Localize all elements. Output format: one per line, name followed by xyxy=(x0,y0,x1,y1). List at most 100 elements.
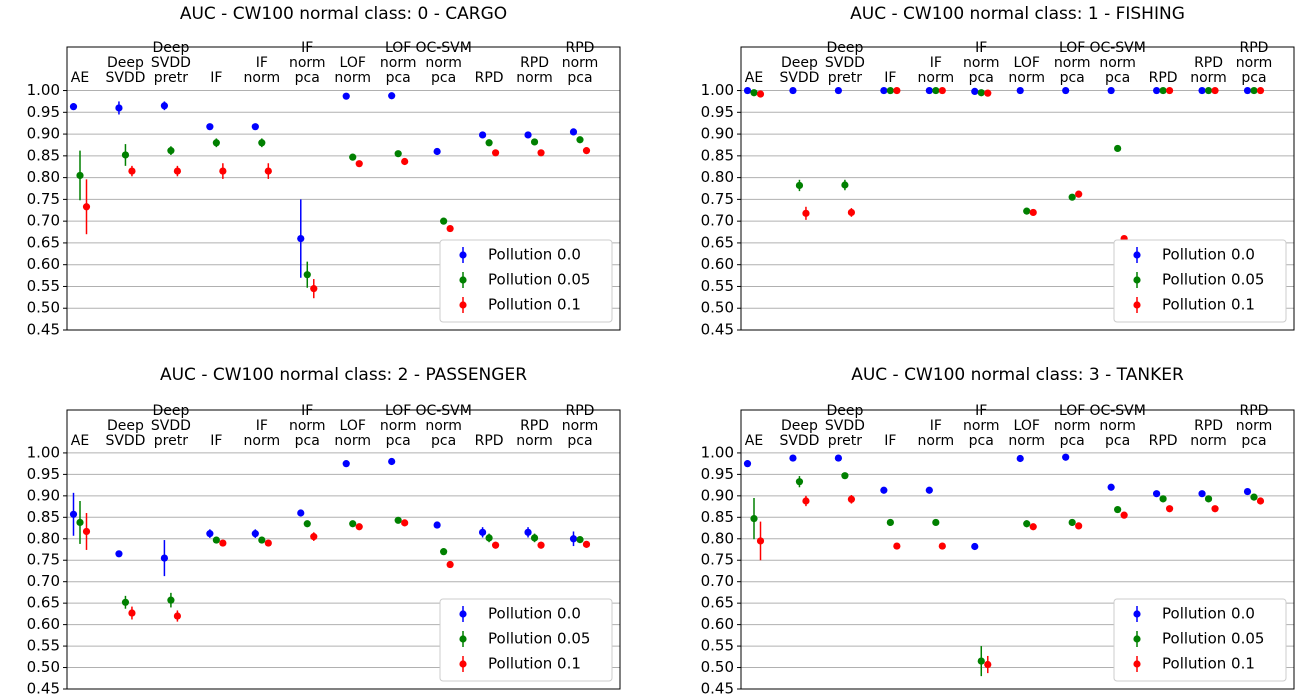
y-tick-label: 0.90 xyxy=(27,125,60,143)
category-label: IF norm xyxy=(918,55,955,86)
point xyxy=(1204,86,1213,95)
category-label: RPD xyxy=(1149,433,1178,449)
point xyxy=(971,542,979,551)
point xyxy=(971,87,979,96)
y-tick-label: 0.90 xyxy=(27,486,60,504)
point xyxy=(219,167,227,175)
point xyxy=(576,536,584,544)
point xyxy=(1243,487,1252,496)
point xyxy=(756,537,765,545)
point xyxy=(446,224,454,233)
point xyxy=(401,519,409,527)
point xyxy=(264,539,272,547)
y-tick-label: 0.75 xyxy=(27,190,60,208)
category-label: OC-SVM norm pca xyxy=(1089,40,1145,86)
point xyxy=(82,527,91,536)
legend-label: Pollution 0.05 xyxy=(1162,271,1264,289)
point xyxy=(433,147,441,156)
point xyxy=(258,536,266,544)
category-label: LOF norm xyxy=(1008,418,1045,449)
legend-label: Pollution 0.1 xyxy=(488,655,581,673)
y-tick-label: 0.70 xyxy=(27,212,60,230)
legend-label: Pollution 0.0 xyxy=(488,605,581,623)
point xyxy=(1211,505,1219,513)
legend-label: Pollution 0.0 xyxy=(1162,605,1255,623)
category-label: IF norm xyxy=(918,418,955,449)
point xyxy=(1062,453,1070,461)
y-tick-label: 0.95 xyxy=(701,465,734,483)
point xyxy=(977,89,985,97)
category-label: LOF norm pca xyxy=(1054,403,1091,449)
y-tick-label: 0.80 xyxy=(27,529,60,547)
y-tick-label: 0.85 xyxy=(701,146,734,164)
point xyxy=(310,285,318,293)
y-tick-label: 0.70 xyxy=(27,572,60,590)
point xyxy=(750,89,758,97)
point xyxy=(82,203,91,211)
category-label: RPD norm pca xyxy=(1236,403,1273,449)
y-tick-label: 0.95 xyxy=(27,103,60,121)
legend-marker xyxy=(1133,610,1141,618)
point xyxy=(69,103,78,111)
legend-label: Pollution 0.05 xyxy=(1162,630,1264,648)
point xyxy=(349,153,357,161)
point xyxy=(1120,511,1128,519)
point xyxy=(925,86,933,95)
category-label: RPD norm xyxy=(1190,418,1227,449)
point xyxy=(743,460,752,468)
point xyxy=(1250,493,1258,501)
y-tick-label: 0.75 xyxy=(27,551,60,569)
point xyxy=(303,271,311,279)
y-tick-label: 0.90 xyxy=(701,486,734,504)
subplot: AUC - CW100 normal class: 3 - TANKER 0.45… xyxy=(701,365,1295,698)
point xyxy=(743,86,752,95)
category-label: IF norm xyxy=(244,55,281,86)
category-label: IF norm pca xyxy=(963,403,1000,449)
y-tick-label: 0.65 xyxy=(27,233,60,251)
y-tick-label: 0.80 xyxy=(27,168,60,186)
point xyxy=(1029,208,1037,217)
point xyxy=(401,157,409,166)
point xyxy=(1114,144,1122,153)
y-tick-label: 0.55 xyxy=(701,637,734,655)
point xyxy=(582,540,591,548)
point xyxy=(802,209,810,217)
point xyxy=(880,486,888,494)
point xyxy=(167,596,175,604)
point xyxy=(886,518,894,527)
y-tick-label: 0.85 xyxy=(27,508,60,526)
point xyxy=(569,128,578,136)
point xyxy=(789,454,797,462)
point xyxy=(1062,86,1070,95)
legend-marker xyxy=(459,251,467,259)
chart-title: AUC - CW100 normal class: 2 - PASSENGER xyxy=(160,365,527,385)
point xyxy=(984,89,992,97)
point xyxy=(795,478,804,486)
point xyxy=(446,560,454,569)
category-label: IF norm pca xyxy=(289,403,326,449)
y-tick-label: 0.50 xyxy=(27,299,60,317)
legend-box xyxy=(439,598,613,682)
point xyxy=(173,167,182,175)
point xyxy=(76,171,84,180)
legend-label: Pollution 0.1 xyxy=(1162,655,1255,673)
point xyxy=(440,217,448,225)
category-label: Deep SVDD pretr xyxy=(151,40,191,86)
legend-marker xyxy=(459,635,467,643)
legend-marker xyxy=(1133,660,1141,668)
category-label: LOF norm pca xyxy=(380,403,417,449)
category-label: RPD norm xyxy=(1190,55,1227,86)
point xyxy=(258,139,266,147)
y-tick-label: 0.65 xyxy=(701,594,734,612)
point xyxy=(789,86,797,95)
y-tick-label: 0.70 xyxy=(701,212,734,230)
point xyxy=(524,528,532,536)
category-label: Deep SVDD pretr xyxy=(151,403,191,449)
y-tick-label: 0.60 xyxy=(701,615,734,633)
point xyxy=(841,472,849,480)
y-tick-label: 1.00 xyxy=(27,443,60,461)
legend-marker xyxy=(1133,276,1141,284)
category-label: RPD norm xyxy=(516,55,553,86)
point xyxy=(1114,505,1122,514)
